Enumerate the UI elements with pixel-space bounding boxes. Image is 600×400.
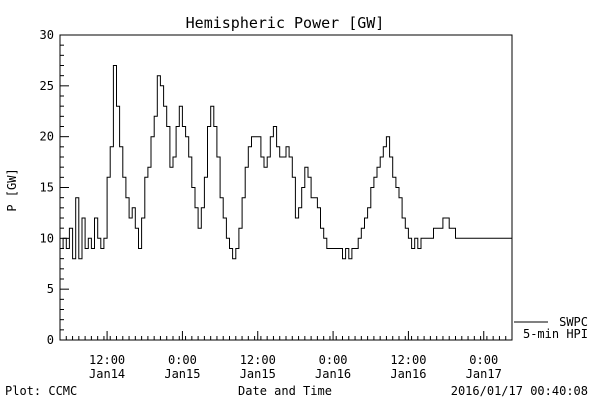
x-tick-date-4: Jan16	[390, 367, 426, 381]
x-tick-date-0: Jan14	[89, 367, 125, 381]
legend-entry-1: 5-min HPI	[523, 327, 588, 341]
x-tick-date-5: Jan17	[466, 367, 502, 381]
series-line-0	[60, 65, 512, 260]
footer-timestamp: 2016/01/17 00:40:08	[451, 384, 588, 398]
x-tick-time-5: 0:00	[469, 353, 498, 367]
y-tick-label-2: 10	[40, 231, 54, 245]
y-axis-label: P [GW]	[5, 168, 19, 211]
y-tick-label-3: 15	[40, 181, 54, 195]
x-axis: 12:00Jan140:00Jan1512:00Jan150:00Jan1612…	[59, 331, 513, 381]
series-layer	[60, 65, 512, 260]
plot-frame	[59, 34, 513, 341]
y-tick-label-0: 0	[47, 333, 54, 347]
x-tick-time-2: 12:00	[240, 353, 276, 367]
y-tick-label-5: 25	[40, 79, 54, 93]
x-axis-label: Date and Time	[238, 384, 332, 398]
x-tick-time-0: 12:00	[89, 353, 125, 367]
footer-credit: Plot: CCMC	[5, 384, 77, 398]
x-tick-date-2: Jan15	[240, 367, 276, 381]
y-tick-label-4: 20	[40, 130, 54, 144]
x-tick-date-1: Jan15	[164, 367, 200, 381]
y-axis: 0 5 10 15 20 25 30	[40, 28, 69, 347]
chart-title: Hemispheric Power [GW]	[186, 14, 385, 32]
x-tick-date-3: Jan16	[315, 367, 351, 381]
x-tick-time-1: 0:00	[168, 353, 197, 367]
legend-entry-0: SWPC	[559, 315, 588, 329]
y-tick-label-1: 5	[47, 282, 54, 296]
y-tick-label-6: 30	[40, 28, 54, 42]
x-tick-time-4: 12:00	[390, 353, 426, 367]
x-tick-time-3: 0:00	[319, 353, 348, 367]
